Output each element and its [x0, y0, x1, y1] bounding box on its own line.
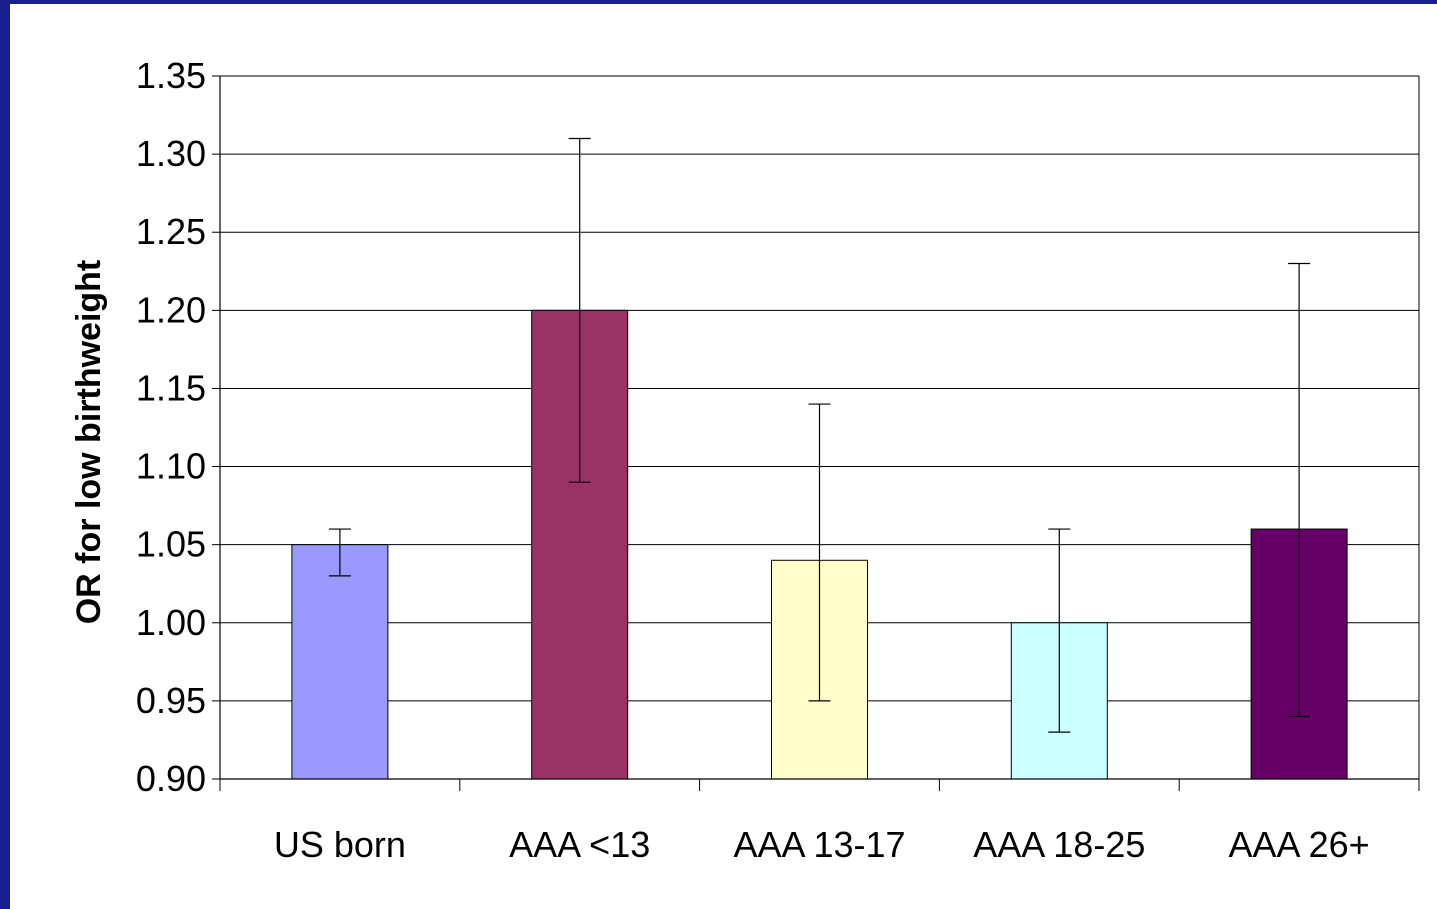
y-tick-label: 1.30: [136, 133, 206, 174]
x-category-label: AAA 26+: [1229, 824, 1370, 865]
x-category-label: AAA <13: [509, 824, 650, 865]
y-tick-label: 1.25: [136, 211, 206, 252]
bar-chart: 0.90 0.95 1.00 1.05 1.10 1.15 1.20 1.25 1.30 1.35…: [70, 55, 1420, 865]
y-tick-label: 1.00: [136, 602, 206, 643]
y-tick-label: 1.10: [136, 446, 206, 487]
x-category-label: US born: [274, 824, 406, 865]
axes: [219, 76, 1420, 791]
slide-frame: 0.90 0.95 1.00 1.05 1.10 1.15 1.20 1.25 1.30 1.35…: [10, 4, 1437, 909]
y-tick-label: 1.05: [136, 524, 206, 565]
y-tick-label: 0.95: [136, 680, 206, 721]
bar: [291, 544, 389, 780]
y-tick-label: 1.35: [136, 55, 206, 96]
error-bars: [328, 137, 1311, 733]
y-axis-ticks: 0.90 0.95 1.00 1.05 1.10 1.15 1.20 1.25 1.30 1.35: [136, 55, 220, 799]
y-tick-label: 1.15: [136, 367, 206, 408]
y-tick-label: 1.20: [136, 289, 206, 330]
y-tick-label: 0.90: [136, 758, 206, 799]
x-category-label: AAA 13-17: [733, 824, 905, 865]
x-axis-labels: US born AAA <13 AAA 13-17 AAA 18-25 AAA 26+: [274, 824, 1370, 865]
x-category-label: AAA 18-25: [973, 824, 1145, 865]
y-axis-label: OR for low birthweight: [70, 260, 108, 625]
